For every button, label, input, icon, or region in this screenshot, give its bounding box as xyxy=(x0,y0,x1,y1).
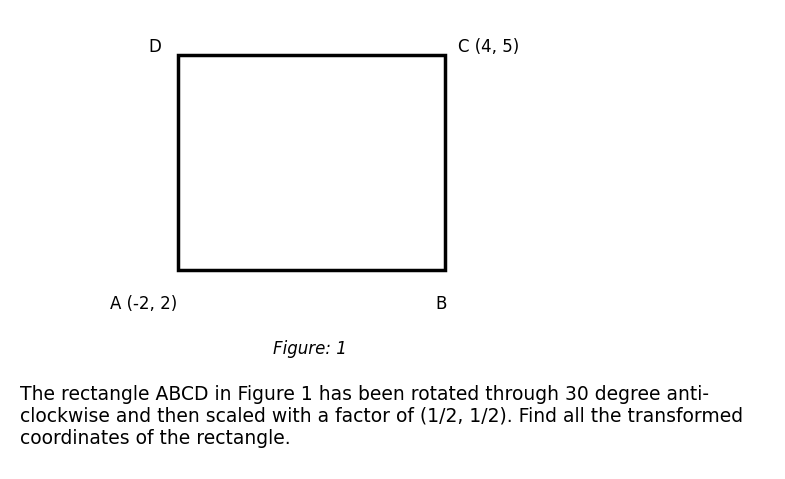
Text: D: D xyxy=(148,38,161,56)
Text: B: B xyxy=(435,295,447,313)
Text: A (-2, 2): A (-2, 2) xyxy=(110,295,177,313)
Text: clockwise and then scaled with a factor of (1/2, 1/2). Find all the transformed: clockwise and then scaled with a factor … xyxy=(20,407,743,426)
Text: The rectangle ABCD in Figure 1 has been rotated through 30 degree anti-: The rectangle ABCD in Figure 1 has been … xyxy=(20,385,709,404)
Bar xyxy=(178,55,445,270)
Text: C (4, 5): C (4, 5) xyxy=(458,38,519,56)
Text: coordinates of the rectangle.: coordinates of the rectangle. xyxy=(20,429,290,448)
Text: Figure: 1: Figure: 1 xyxy=(273,340,347,358)
